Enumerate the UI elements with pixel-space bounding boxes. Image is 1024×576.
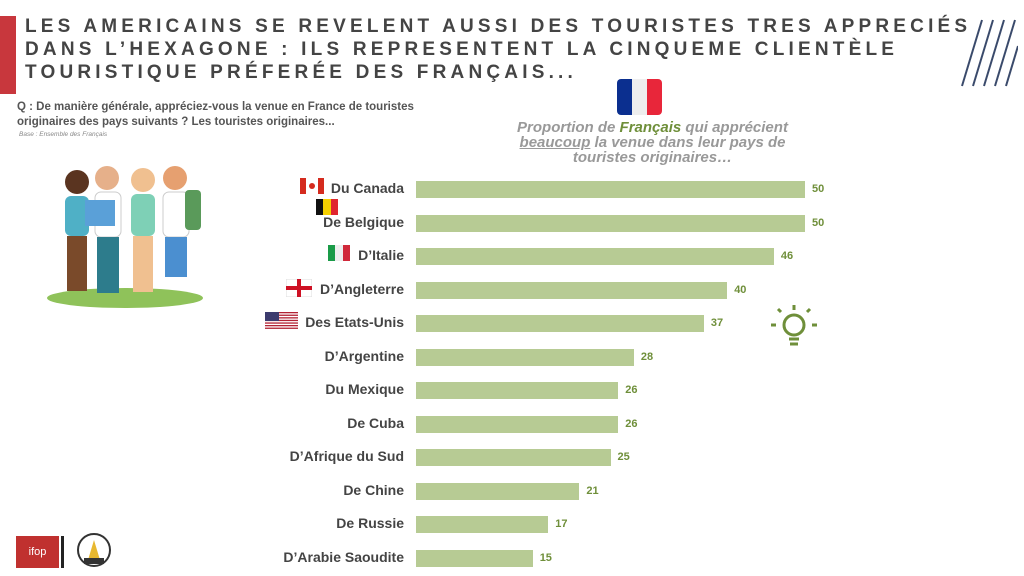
value-label: 46 xyxy=(780,250,794,262)
partner-logo-icon xyxy=(77,533,111,567)
bar xyxy=(416,181,805,198)
chart-row: De Belgique 50 xyxy=(0,198,900,233)
bar xyxy=(416,549,533,567)
chart-row: De Russie 17 xyxy=(0,514,900,534)
base-note: Base : Ensemble des Français xyxy=(19,131,108,138)
question-line: Q : De manière générale, appréciez-vous … xyxy=(17,101,414,113)
value-label: 21 xyxy=(586,484,599,497)
bar xyxy=(416,281,728,299)
logo-divider xyxy=(61,536,64,568)
category-label: De Chine xyxy=(343,481,404,498)
title-line: LES AMERICAINS SE REVELENT AUSSI DES TOU… xyxy=(25,16,972,37)
usa-flag-icon xyxy=(265,312,298,334)
category-label: D’Angleterre xyxy=(319,280,404,297)
value-label: 25 xyxy=(617,451,630,463)
chart-row: De Cuba 26 xyxy=(0,414,900,434)
ifop-logo: ifop xyxy=(16,536,59,568)
england-flag-icon xyxy=(285,278,313,302)
bar xyxy=(416,248,774,265)
chart-row: D’Arabie Saoudite 15 xyxy=(0,548,900,568)
page-title: LES AMERICAINS SE REVELENT AUSSI DES TOU… xyxy=(25,15,971,84)
value-label: 15 xyxy=(539,551,552,564)
canada-flag-icon xyxy=(300,178,324,199)
category-label: D’Arabie Saoudite xyxy=(283,548,404,565)
value-label: 40 xyxy=(734,283,747,296)
value-label: 50 xyxy=(812,183,825,195)
bar xyxy=(416,214,805,232)
bar xyxy=(416,382,619,399)
bar xyxy=(416,348,634,366)
chart-row: De Chine 21 xyxy=(0,481,900,501)
question-line: originaires des pays suivants ? Les tour… xyxy=(17,116,335,128)
value-label: 50 xyxy=(812,216,825,229)
category-label: Du Canada xyxy=(330,180,404,196)
category-label: De Cuba xyxy=(347,414,404,431)
title-line: DANS L’HEXAGONE : ILS REPRESENTENT LA CI… xyxy=(25,39,899,60)
value-label: 26 xyxy=(625,417,638,430)
category-label: De Belgique xyxy=(323,213,404,230)
chart-row: D’Italie 46 xyxy=(0,245,900,266)
chart-row: D’Angleterre 40 xyxy=(0,278,900,302)
tourists-illustration-icon xyxy=(47,166,203,308)
title-line: TOURISTIQUE PRÉFERÉE DES FRANÇAIS... xyxy=(25,62,578,83)
chart-row: D’Argentine 28 xyxy=(0,347,900,367)
bar xyxy=(416,482,580,500)
chart-row: Des Etats-Unis 37 xyxy=(0,312,900,334)
belgium-flag-icon xyxy=(316,198,338,220)
category-label: D’Italie xyxy=(358,247,404,263)
question-text: Q : De manière générale, appréciez-vous … xyxy=(17,100,437,130)
bar xyxy=(416,415,619,433)
france-flag-icon xyxy=(617,79,662,115)
value-label: 26 xyxy=(625,384,638,396)
bar xyxy=(416,449,611,466)
category-label: D’Afrique du Sud xyxy=(289,448,404,464)
chart-row: D’Afrique du Sud 25 xyxy=(0,447,900,467)
chart-row: Du Mexique 26 xyxy=(0,380,900,400)
category-label: Du Mexique xyxy=(325,381,404,397)
bar xyxy=(416,516,549,533)
chart-subtitle: Proportion de Français qui apprécient be… xyxy=(517,119,788,166)
value-label: 28 xyxy=(640,350,654,363)
chart-row: Du Canada 50 xyxy=(0,178,900,199)
category-label: Des Etats-Unis xyxy=(305,314,404,330)
decorative-stripes-icon xyxy=(961,19,1018,87)
value-label: 37 xyxy=(710,317,724,329)
lightbulb-icon xyxy=(771,305,817,346)
accent-bar xyxy=(0,16,16,94)
bar xyxy=(416,315,704,332)
category-label: D’Argentine xyxy=(324,347,404,364)
value-label: 17 xyxy=(555,518,568,530)
italy-flag-icon xyxy=(328,245,350,266)
category-label: De Russie xyxy=(336,515,404,531)
